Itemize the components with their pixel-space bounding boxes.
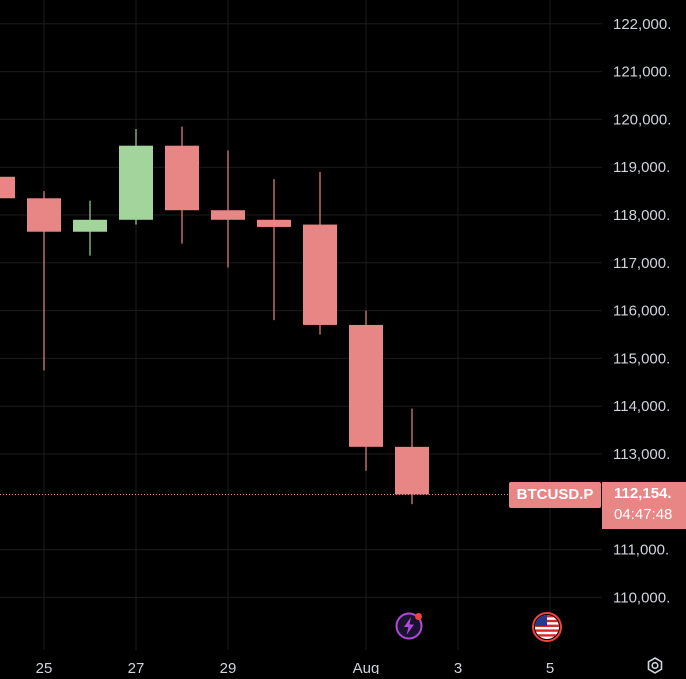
x-tick-label: 5: [546, 660, 554, 674]
y-tick-label: 113,000.: [613, 446, 670, 463]
y-tick-label: 119,000.: [613, 159, 670, 176]
lightning-event-icon[interactable]: [395, 612, 423, 640]
y-tick-label: 111,000.: [613, 542, 669, 559]
y-tick-label: 117,000.: [613, 255, 670, 272]
grid-layer: [0, 0, 602, 650]
candle[interactable]: [257, 179, 291, 321]
candle-body: [165, 145, 199, 211]
y-tick-label: 114,000.: [613, 398, 670, 415]
y-tick-label: 120,000.: [613, 111, 671, 128]
x-tick-label: 25: [36, 660, 53, 674]
candle[interactable]: [211, 150, 245, 268]
candle-body: [27, 198, 61, 232]
candle-body: [349, 324, 383, 447]
symbol-badge: BTCUSD.P: [509, 482, 601, 508]
x-tick-label: 3: [454, 660, 462, 674]
last-price-badge: 112,154. 04:47:48: [602, 482, 686, 529]
x-tick-label: Aug: [353, 660, 380, 674]
candle[interactable]: [27, 191, 61, 371]
us-flag-event-icon[interactable]: [532, 612, 562, 642]
candle-body: [211, 210, 245, 220]
candle-body: [0, 176, 15, 199]
bar-countdown: 04:47:48: [614, 506, 673, 523]
last-price-value: 112,154.: [614, 485, 672, 502]
y-tick-label: 122,000.: [613, 16, 671, 33]
candle[interactable]: [0, 172, 15, 199]
y-tick-label: 115,000.: [613, 350, 670, 367]
candle[interactable]: [165, 126, 199, 244]
candle-body: [257, 219, 291, 227]
y-axis: 122,000. 121,000. 120,000. 119,000. 118,000.…: [613, 16, 671, 607]
candle[interactable]: [349, 310, 383, 471]
candle-body: [119, 145, 153, 220]
y-tick-label: 116,000.: [613, 303, 670, 320]
candle[interactable]: [73, 200, 107, 256]
x-axis: 25 27 29 Aug 3 5: [36, 660, 555, 677]
x-tick-label: 29: [220, 660, 237, 674]
y-tick-label: 121,000.: [613, 64, 671, 81]
candle[interactable]: [395, 408, 429, 505]
y-tick-label: 118,000.: [613, 207, 670, 224]
gear-icon[interactable]: [644, 656, 666, 678]
candle-body: [73, 219, 107, 232]
candle-body: [395, 446, 429, 495]
y-tick-label: 110,000.: [613, 589, 670, 606]
candle[interactable]: [119, 128, 153, 225]
candle-layer: [0, 126, 429, 505]
x-tick-label: 27: [128, 660, 145, 674]
candle-body: [303, 224, 337, 325]
candle[interactable]: [303, 171, 337, 335]
